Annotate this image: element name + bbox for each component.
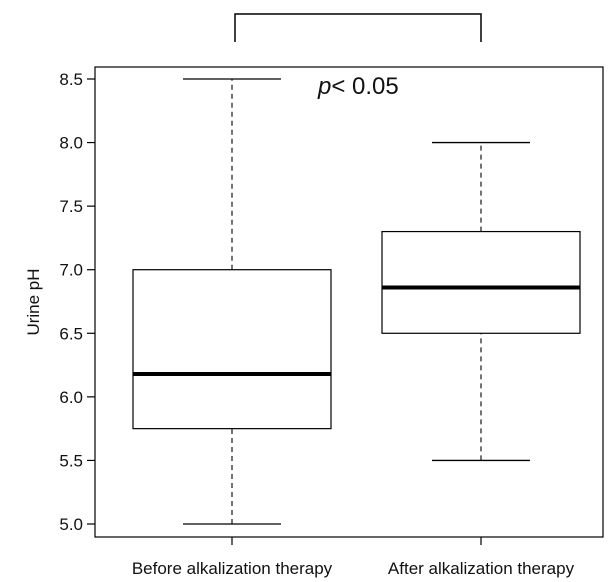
y-axis: 5.0 5.5 6.0 6.5 7.0 7.5 8.0 8.5 bbox=[59, 70, 95, 534]
y-tick-label: 5.5 bbox=[59, 451, 83, 470]
y-tick-label: 7.0 bbox=[59, 261, 83, 280]
y-tick-label: 6.0 bbox=[59, 388, 83, 407]
box-group bbox=[132, 78, 332, 525]
y-tick-label: 6.5 bbox=[59, 324, 83, 343]
x-category-label: Before alkalization therapy bbox=[132, 559, 333, 578]
p-symbol: p bbox=[317, 73, 331, 100]
iqr-box bbox=[132, 269, 332, 430]
p-threshold: < 0.05 bbox=[331, 73, 398, 100]
y-tick-label: 8.0 bbox=[59, 134, 83, 153]
box-group bbox=[381, 141, 581, 462]
x-category-label: After alkalization therapy bbox=[388, 559, 575, 578]
y-tick-label: 7.5 bbox=[59, 197, 83, 216]
plot-frame bbox=[94, 66, 604, 538]
y-axis-label: Urine pH bbox=[24, 268, 43, 335]
iqr-box bbox=[381, 230, 581, 334]
x-axis: Before alkalization therapy After alkaliz… bbox=[132, 537, 575, 578]
p-value-annotation: p< 0.05 bbox=[317, 73, 399, 100]
boxes bbox=[132, 78, 581, 525]
y-tick-label: 8.5 bbox=[59, 70, 83, 89]
significance-bracket bbox=[234, 13, 482, 42]
y-tick-label: 5.0 bbox=[59, 515, 83, 534]
